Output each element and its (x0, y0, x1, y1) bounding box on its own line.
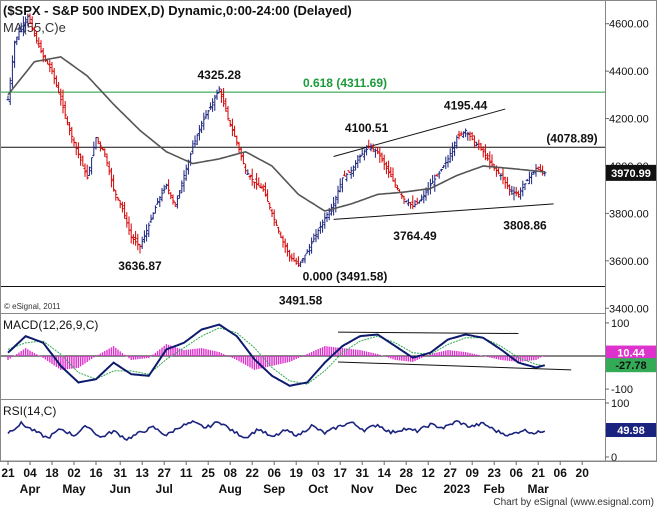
x-axis: 21 04 18 02 16 31 13 27 11 25 08 22 06 19 03 17 31 14 28 12… (0, 460, 657, 496)
level-label-1: (4078.89) (546, 131, 597, 145)
price-annotation-0: 4325.28 (198, 68, 242, 82)
x-tick-label-18: 28 (400, 466, 414, 480)
x-tick-label-24: 21 (532, 466, 546, 480)
x-tick-label-14: 03 (312, 466, 326, 480)
macd-trendline-1 (337, 361, 572, 371)
macd-ytick-label-0: 100 (611, 318, 629, 330)
chart-title: ($SPX - S&P 500 INDEX,D) Dynamic,0:00-24… (3, 3, 352, 18)
x-month-label-2: Jun (110, 482, 131, 496)
x-month-label-7: Nov (351, 482, 374, 496)
x-month-label-5: Sep (263, 482, 285, 496)
x-tick-label-0: 21 (1, 466, 15, 480)
x-tick-label-25: 06 (554, 466, 568, 480)
x-tick-label-15: 17 (334, 466, 348, 480)
x-month-label-11: Mar (528, 482, 550, 496)
x-tick-label-2: 18 (45, 466, 59, 480)
right-axis (605, 0, 657, 462)
x-tick-label-16: 31 (356, 466, 370, 480)
price-annotation-2: 3491.58 (279, 294, 323, 308)
x-tick-label-6: 13 (136, 466, 150, 480)
macd-value-badge (606, 358, 656, 373)
price-annotation-5: 3764.49 (393, 229, 437, 243)
macd-line (7, 323, 546, 387)
macd-trendline-0 (337, 331, 519, 335)
x-tick-label-3: 02 (67, 466, 81, 480)
macd-ytick-label-2: -100 (611, 384, 633, 396)
price-ytick-label-4: 4200.00 (609, 114, 649, 126)
x-tick-label-10: 08 (224, 466, 238, 480)
x-tick-label-8: 11 (180, 466, 193, 480)
x-tick-label-12: 06 (268, 466, 282, 480)
x-tick-label-23: 06 (510, 466, 524, 480)
x-tick-label-17: 14 (378, 466, 392, 480)
price-ytick-label-6: 4600.00 (609, 19, 649, 31)
x-tick-label-9: 25 (202, 466, 216, 480)
x-month-label-1: May (62, 482, 86, 496)
x-tick-label-13: 19 (290, 466, 304, 480)
price-ytick-label-2: 3800.00 (609, 208, 649, 220)
x-month-label-6: Oct (308, 482, 328, 496)
rsi-title: RSI(14,C) (3, 404, 56, 418)
x-month-label-3: Jul (156, 482, 173, 496)
rsi-line (7, 419, 546, 441)
macd-hist-badge (606, 345, 656, 360)
rsi-ytick-label-2: 0 (611, 452, 617, 464)
macd-signal-line (7, 327, 545, 385)
rsi-value: 49.98 (617, 425, 645, 437)
price-ytick-label-0: 3400.00 (609, 303, 649, 315)
price-ytick-label-1: 3600.00 (609, 256, 649, 268)
x-month-label-10: Feb (484, 482, 505, 496)
macd-value: -27.78 (615, 360, 646, 372)
last-price-badge (606, 164, 656, 181)
last-price-label: 3970.99 (611, 168, 651, 180)
macd-hist-value: 10.44 (617, 348, 645, 360)
x-tick-label-20: 27 (444, 466, 458, 480)
rsi-panel (0, 399, 606, 462)
x-tick-label-21: 09 (466, 466, 480, 480)
price-ytick-label-5: 4400.00 (609, 66, 649, 78)
price-panel (0, 0, 606, 314)
x-tick-label-26: 20 (576, 466, 590, 480)
x-month-label-8: Dec (395, 482, 417, 496)
x-tick-label-22: 23 (488, 466, 502, 480)
ma-55-line (7, 56, 545, 212)
x-tick-label-5: 31 (114, 466, 128, 480)
level-label-0: 0.618 (4311.69) (303, 76, 387, 90)
price-trendline-0 (333, 108, 506, 157)
x-month-label-4: Aug (219, 482, 242, 496)
price-layer: 3400.003600.003800.004000.004200.004400.… (1, 13, 656, 315)
price-annotation-4: 4195.44 (444, 99, 488, 113)
x-month-label-0: Apr (20, 482, 41, 496)
rsi-ytick-label-0: 100 (611, 398, 629, 410)
macd-title: MACD(12,26,9,C) (3, 318, 98, 332)
price-annotation-1: 3636.87 (118, 259, 162, 273)
rsi-layer: 10050049.98 (7, 398, 656, 464)
x-tick-label-11: 22 (246, 466, 260, 480)
x-tick-label-7: 27 (158, 466, 172, 480)
rsi-value-badge (606, 423, 656, 438)
level-label-2: 0.000 (3491.58) (303, 270, 388, 284)
price-trendline-1 (333, 203, 554, 220)
x-tick-label-19: 12 (422, 466, 436, 480)
x-tick-label-4: 16 (89, 466, 103, 480)
price-annotation-3: 4100.51 (345, 121, 389, 135)
footer-credit: Chart by eSignal (www.esignal.com) (493, 497, 654, 508)
price-annotation-6: 3808.86 (503, 218, 547, 232)
x-month-label-9: 2023 (443, 482, 470, 496)
x-tick-label-1: 04 (23, 466, 37, 480)
copyright: © eSignal, 2011 (4, 302, 61, 311)
